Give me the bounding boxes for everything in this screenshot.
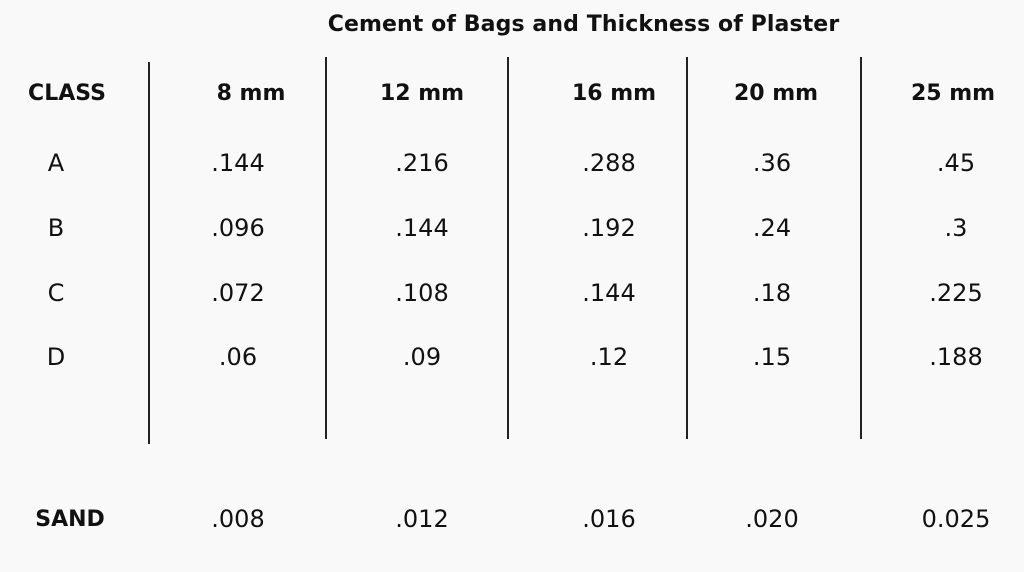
header-8mm: 8 mm: [216, 81, 286, 106]
table-cell: .188: [929, 343, 983, 371]
table-cell: .144: [582, 279, 636, 307]
table-cell: .45: [936, 149, 976, 177]
table-cell: .020: [745, 505, 799, 533]
table-title: Cement of Bags and Thickness of Plaster: [327, 12, 840, 37]
row-label-sand: SAND: [35, 507, 105, 532]
table-cell: .072: [211, 279, 265, 307]
table-cell: .288: [582, 149, 636, 177]
header-12mm: 12 mm: [379, 81, 465, 106]
table-cell: .096: [211, 214, 265, 242]
table-cell: .06: [218, 343, 258, 371]
column-divider: [686, 57, 688, 439]
row-label-a: A: [47, 149, 65, 177]
column-divider: [325, 57, 327, 439]
column-divider: [860, 57, 862, 439]
table-cell: .216: [395, 149, 449, 177]
header-20mm: 20 mm: [733, 81, 819, 106]
table-cell: .15: [752, 343, 792, 371]
table-cell: .225: [929, 279, 983, 307]
table-cell: .12: [589, 343, 629, 371]
table-cell: .144: [395, 214, 449, 242]
row-label-d: D: [46, 343, 66, 371]
table-cell: .108: [395, 279, 449, 307]
table-cell: .008: [211, 505, 265, 533]
table-cell: .144: [211, 149, 265, 177]
column-divider: [507, 57, 509, 439]
column-divider: [148, 62, 150, 444]
table-cell: .192: [582, 214, 636, 242]
table-cell: .016: [582, 505, 636, 533]
header-class: CLASS: [28, 81, 106, 106]
row-label-c: C: [47, 279, 65, 307]
header-16mm: 16 mm: [571, 81, 657, 106]
header-25mm: 25 mm: [910, 81, 996, 106]
table-cell: .012: [395, 505, 449, 533]
table-cell: .3: [944, 214, 968, 242]
table-cell: .36: [752, 149, 792, 177]
table-cell: .09: [402, 343, 442, 371]
row-label-b: B: [47, 214, 65, 242]
table-cell: .18: [752, 279, 792, 307]
table-cell: 0.025: [921, 505, 991, 533]
table-cell: .24: [752, 214, 792, 242]
